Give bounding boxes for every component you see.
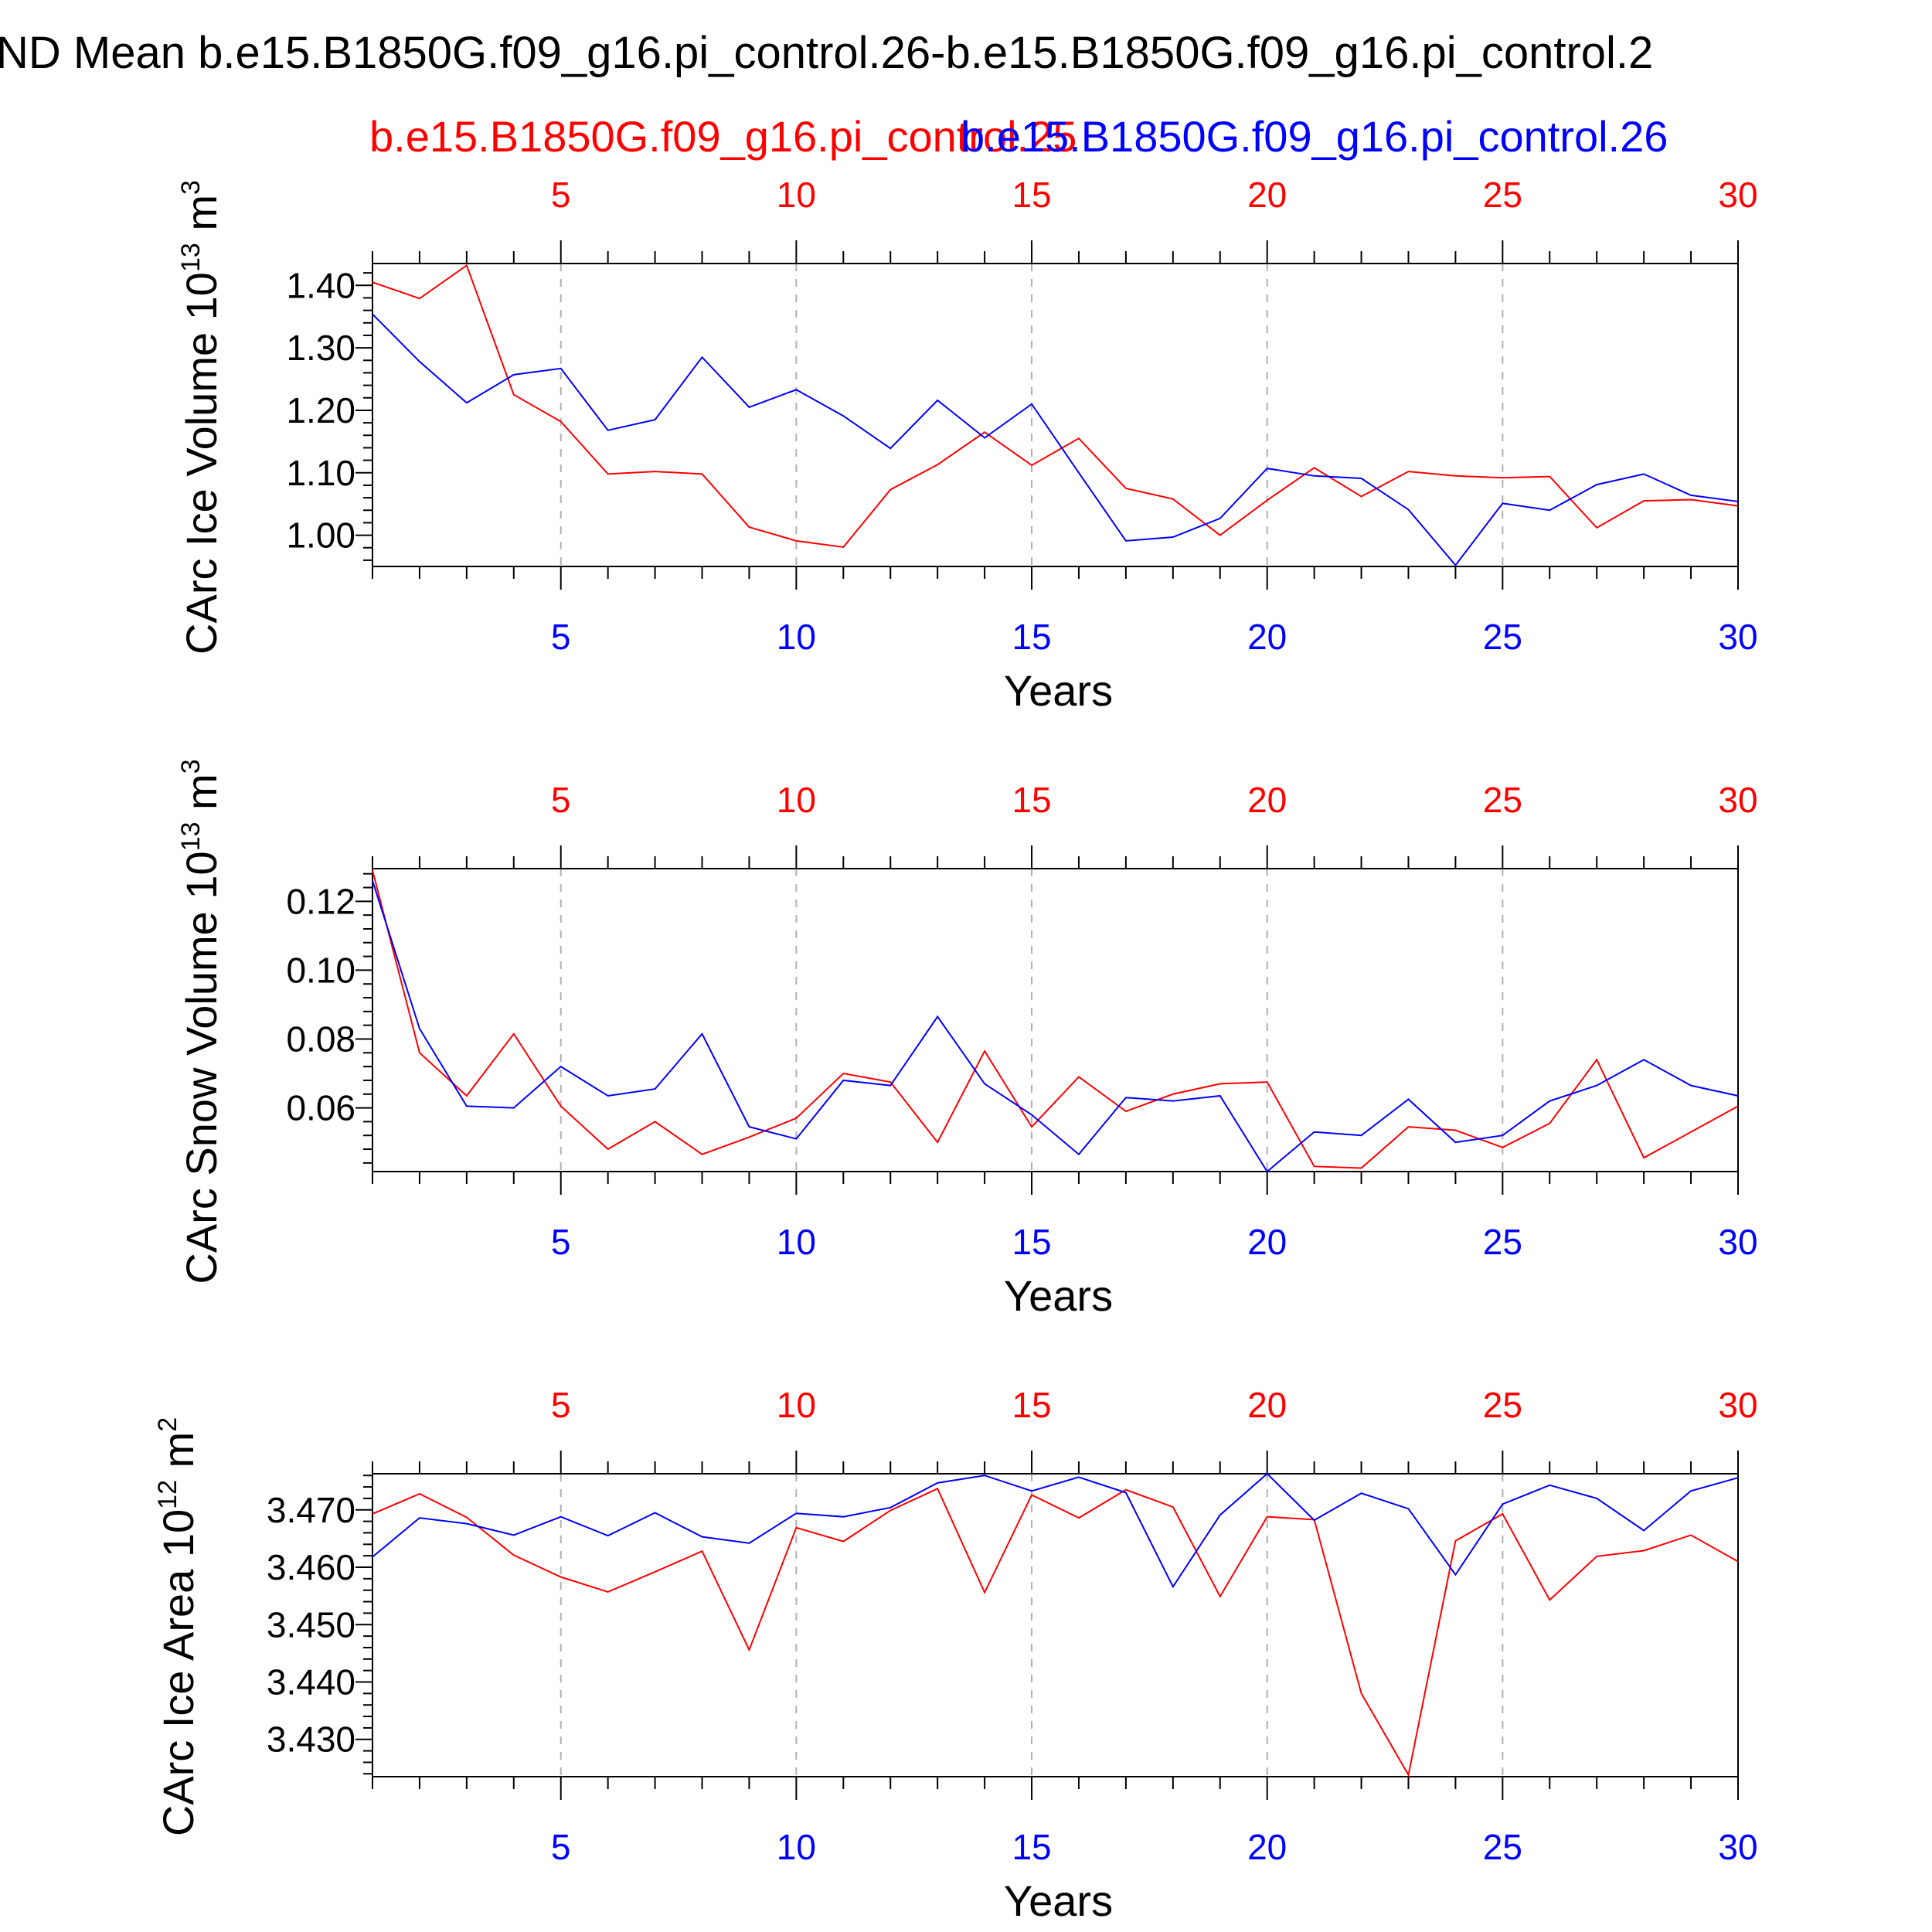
x-tick-label-bottom: 15 <box>1012 617 1051 657</box>
x-tick-label-top: 15 <box>1012 780 1051 820</box>
y-tick-label: 0.06 <box>286 1088 355 1128</box>
x-tick-label-top: 5 <box>551 175 571 215</box>
chart-panel-3: 3.470 3.460 3.450 3.440 3.430 5 5 10 10 15 15 20 20 2… <box>153 1385 1758 1925</box>
x-tick-label-bottom: 20 <box>1247 1827 1287 1867</box>
x-tick-label-top: 30 <box>1718 780 1757 820</box>
x-tick-label-bottom: 30 <box>1718 1222 1757 1262</box>
chart-panel-1: 1.40 1.30 1.20 1.10 1.00 5 5 10 10 15 15 20 20 25 25 30… <box>176 175 1758 715</box>
x-tick-label-bottom: 25 <box>1483 1827 1522 1867</box>
y-tick-label: 1.30 <box>286 328 355 368</box>
x-tick-label-bottom: 30 <box>1718 1827 1757 1867</box>
x-tick-label-top: 20 <box>1247 1385 1287 1425</box>
series-line-red <box>372 869 1739 1169</box>
x-tick-label-top: 30 <box>1718 1385 1757 1425</box>
y-tick-label: 3.460 <box>267 1547 355 1587</box>
y-tick-label: 0.12 <box>286 881 355 921</box>
y-axis-label: CArc Snow Volume 1013 m3 <box>176 759 226 1284</box>
x-tick-label-top: 25 <box>1483 175 1522 215</box>
chart-title: ND Mean b.e15.B1850G.f09_g16.pi_control.… <box>0 28 1653 78</box>
x-tick-label-bottom: 5 <box>551 1222 571 1262</box>
y-tick-label: 1.40 <box>286 265 355 305</box>
series-line-red <box>372 1487 1739 1777</box>
chart-panels: 1.40 1.30 1.20 1.10 1.00 5 5 10 10 15 15 20 20 25 25 30… <box>153 175 1758 1925</box>
y-tick-label: 1.20 <box>286 390 355 430</box>
x-tick-label-bottom: 25 <box>1483 1222 1522 1262</box>
x-tick-label-top: 20 <box>1247 175 1287 215</box>
x-tick-label-bottom: 15 <box>1012 1222 1051 1262</box>
x-tick-label-bottom: 5 <box>551 617 571 657</box>
x-tick-label-top: 5 <box>551 780 571 820</box>
x-tick-label-bottom: 15 <box>1012 1827 1051 1867</box>
x-tick-label-bottom: 10 <box>777 617 816 657</box>
y-tick-label: 3.440 <box>267 1662 355 1702</box>
y-tick-label: 1.00 <box>286 515 355 556</box>
series-line-blue <box>372 313 1739 566</box>
x-tick-label-bottom: 10 <box>777 1827 816 1867</box>
x-tick-label-bottom: 20 <box>1247 1222 1287 1262</box>
y-tick-label: 0.10 <box>286 950 355 990</box>
x-axis-label: Years <box>1004 1271 1113 1320</box>
y-tick-label: 3.430 <box>267 1719 355 1760</box>
x-tick-label-top: 15 <box>1012 175 1051 215</box>
legend-blue-label: b.e15.B1850G.f09_g16.pi_control.26 <box>961 112 1668 161</box>
x-tick-label-top: 10 <box>777 175 816 215</box>
series-line-blue <box>372 1472 1739 1589</box>
chart-panel-2: 0.12 0.10 0.08 0.06 5 5 10 10 15 15 20 20 25 25 30 30 Ye… <box>176 759 1758 1320</box>
y-axis-label: CArc Ice Area 1012 m2 <box>153 1417 202 1836</box>
x-tick-label-bottom: 10 <box>777 1222 816 1262</box>
x-tick-label-top: 10 <box>777 780 816 820</box>
x-tick-label-bottom: 5 <box>551 1827 571 1867</box>
x-tick-label-top: 25 <box>1483 780 1522 820</box>
x-tick-label-top: 30 <box>1718 175 1757 215</box>
x-tick-label-top: 15 <box>1012 1385 1051 1425</box>
series-line-blue <box>372 880 1739 1173</box>
y-axis-label: CArc Ice Volume 1013 m3 <box>176 180 226 655</box>
y-tick-label: 3.450 <box>267 1604 355 1645</box>
series-line-red <box>372 264 1739 549</box>
legend-red-label: b.e15.B1850G.f09_g16.pi_control.25 <box>369 112 1077 161</box>
y-tick-label: 3.470 <box>267 1490 355 1530</box>
plot-frame <box>372 868 1739 1172</box>
x-axis-label: Years <box>1004 1876 1113 1925</box>
x-tick-label-top: 20 <box>1247 780 1287 820</box>
x-tick-label-bottom: 30 <box>1718 617 1757 657</box>
x-tick-label-top: 10 <box>777 1385 816 1425</box>
y-tick-label: 1.10 <box>286 453 355 493</box>
plot-frame <box>372 263 1739 567</box>
x-tick-label-top: 25 <box>1483 1385 1522 1425</box>
x-tick-label-bottom: 25 <box>1483 617 1522 657</box>
x-tick-label-bottom: 20 <box>1247 617 1287 657</box>
x-tick-label-top: 5 <box>551 1385 571 1425</box>
x-axis-label: Years <box>1004 666 1113 715</box>
plot-frame <box>372 1473 1739 1777</box>
y-tick-label: 0.08 <box>286 1019 355 1060</box>
